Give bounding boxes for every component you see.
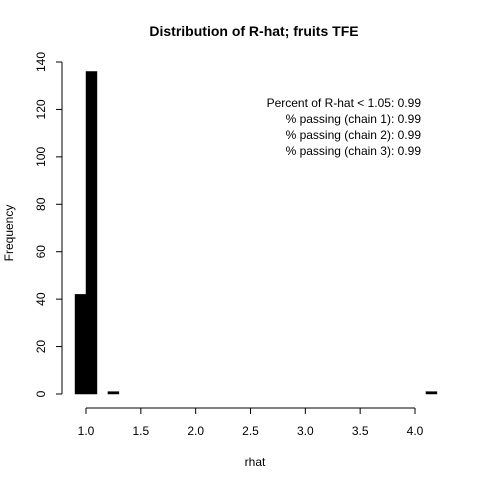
x-axis: 1.0 1.5 2.0 2.5 3.0 3.5 4.0 <box>78 407 424 438</box>
annotation-line: % passing (chain 2): 0.99 <box>286 128 422 142</box>
x-tick-label: 4.0 <box>407 424 424 438</box>
x-tick-label: 2.0 <box>187 424 204 438</box>
histogram-bar <box>425 391 438 395</box>
histogram-bars <box>74 71 438 395</box>
histogram-bar <box>107 391 120 395</box>
y-tick-label: 20 <box>34 340 48 354</box>
y-tick-label: 140 <box>34 52 48 72</box>
y-tick-label: 0 <box>34 390 48 397</box>
x-tick-label: 1.5 <box>132 424 149 438</box>
histogram-bar <box>74 294 87 395</box>
annotation-line: % passing (chain 1): 0.99 <box>286 112 422 126</box>
y-tick-label: 80 <box>34 197 48 211</box>
annotation-line: % passing (chain 3): 0.99 <box>286 144 422 158</box>
x-tick-label: 2.5 <box>242 424 259 438</box>
annotation-line: Percent of R-hat < 1.05: 0.99 <box>267 96 422 110</box>
y-axis-label: Frequency <box>2 205 16 262</box>
y-axis: 0 20 40 60 80 100 120 140 <box>34 52 63 397</box>
y-tick-label: 100 <box>34 147 48 167</box>
y-tick-label: 60 <box>34 245 48 259</box>
histogram-bar <box>85 71 98 395</box>
x-axis-label: rhat <box>245 455 266 469</box>
y-tick-label: 120 <box>34 99 48 119</box>
y-tick-label: 40 <box>34 292 48 306</box>
annotation-block: Percent of R-hat < 1.05: 0.99 % passing (… <box>267 96 422 158</box>
x-tick-label: 3.5 <box>352 424 369 438</box>
chart-title: Distribution of R-hat; fruits TFE <box>149 23 358 39</box>
x-tick-label: 1.0 <box>78 424 95 438</box>
x-tick-label: 3.0 <box>297 424 314 438</box>
